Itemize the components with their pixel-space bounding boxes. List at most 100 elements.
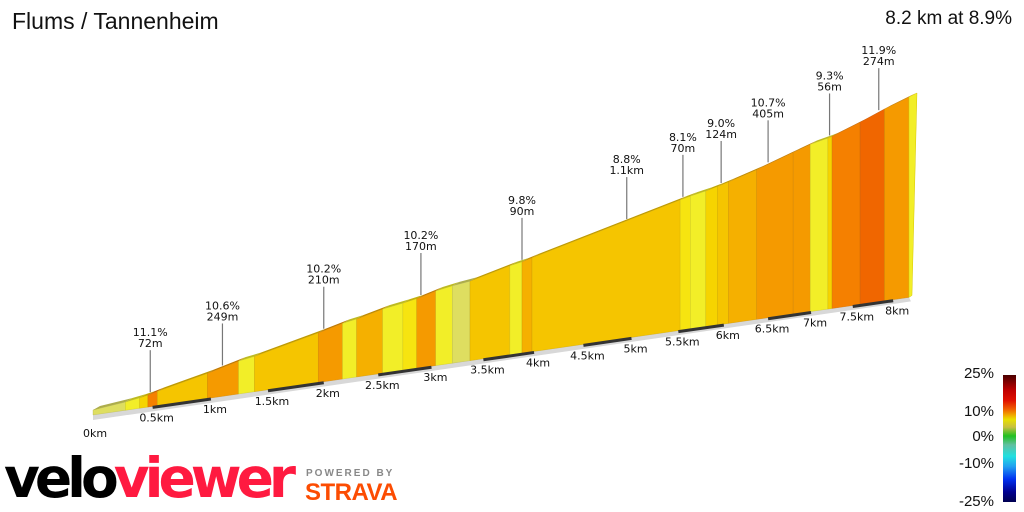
veloviewer-logo: veloviewer (4, 446, 296, 510)
gradient-segment (884, 96, 910, 302)
annotation-length: 124m (705, 128, 737, 141)
annotation-gradient: 8.1% (669, 131, 697, 144)
powered-by-label: POWERED BY (306, 468, 395, 479)
gradient-segment (717, 181, 729, 326)
page-title: Flums / Tannenheim (12, 8, 219, 34)
segment-top-surface (509, 257, 530, 266)
distance-tick-bar (483, 350, 535, 362)
segment-top-surface (832, 118, 868, 137)
annotation-length: 274m (863, 55, 895, 68)
x-tick-label: 0km (83, 427, 107, 440)
annotation-gradient: 10.6% (205, 299, 240, 312)
annotation-length: 56m (817, 80, 842, 93)
annotation-gradient: 11.9% (861, 44, 896, 57)
annotation-gradient: 9.3% (816, 69, 844, 82)
segment-top-surface (157, 369, 215, 392)
x-tick-label: 4.5km (570, 349, 605, 362)
gradient-segment (705, 186, 718, 327)
segment-top-surface (705, 182, 725, 191)
segment-top-surface (318, 319, 350, 333)
logo-velo: velo (4, 446, 119, 510)
annotation-length: 210m (308, 274, 340, 287)
segment-top-surface (756, 148, 801, 170)
gradient-segment (469, 265, 511, 361)
climb-summary: 8.2 km at 8.9% (885, 8, 1012, 29)
gradient-segment (402, 298, 417, 371)
segment-top-surface (342, 315, 364, 324)
segment-top-surface (93, 398, 133, 410)
gradient-segment (254, 332, 319, 392)
legend-label: 0% (972, 428, 994, 445)
distance-tick-bar (152, 397, 212, 409)
annotation-gradient: 8.8% (613, 153, 641, 166)
legend-label: 10% (963, 403, 994, 420)
gradient-segment (382, 302, 404, 374)
annotation-gradient: 10.7% (751, 96, 786, 109)
gradient-segment (859, 108, 885, 305)
gradient-segment (690, 190, 706, 330)
segment-top-surface (470, 261, 517, 282)
segment-top-surface (139, 391, 155, 398)
x-tick-label: 2.5km (365, 379, 400, 392)
gradient-segment (509, 261, 523, 356)
segment-top-surface (356, 305, 390, 320)
segment-top-surface (810, 134, 835, 145)
x-tick-label: 2km (316, 387, 340, 400)
segment-top-surface (532, 195, 688, 258)
distance-tick-bar (583, 336, 632, 347)
distance-tick-bar (267, 381, 324, 393)
annotation-gradient: 9.8% (508, 194, 536, 207)
x-tick-label: 6.5km (755, 323, 790, 336)
gradient-segment (831, 122, 861, 309)
gradient-segment (756, 152, 794, 320)
gradient-segment (810, 137, 829, 312)
segment-top-surface (860, 105, 892, 123)
segment-top-surface (416, 287, 443, 299)
annotation-length: 249m (207, 310, 239, 323)
segment-top-surface (728, 165, 764, 182)
annotation-length: 170m (405, 240, 437, 253)
segment-top-surface (680, 192, 698, 200)
gradient-segment (680, 195, 691, 331)
segment-top-surface (435, 281, 460, 292)
segment-top-surface (125, 393, 147, 403)
annotation-length: 72m (138, 337, 163, 350)
gradient-segment (356, 308, 383, 378)
annotation-length: 1.1km (609, 164, 644, 177)
distance-tick-bar (767, 311, 812, 321)
gradient-segment (531, 199, 681, 352)
legend-label: -25% (958, 493, 994, 510)
segment-top-surface (147, 387, 165, 396)
gradient-segment (827, 136, 833, 310)
x-tick-label: 7km (803, 317, 827, 330)
segment-top-surface (382, 299, 410, 310)
gradient-segment (728, 169, 757, 324)
legend-label: -10% (958, 455, 994, 472)
annotation-gradient: 11.1% (133, 326, 168, 339)
gradient-segment (342, 318, 357, 380)
gradient-segment (793, 144, 811, 315)
x-tick-label: 5km (623, 342, 647, 355)
x-tick-label: 5.5km (665, 336, 700, 349)
segment-top-surface (238, 352, 262, 362)
logo-viewer: viewer (113, 446, 296, 510)
distance-tick-bar (378, 365, 432, 377)
distance-tick-bar (678, 323, 725, 334)
x-tick-label: 0.5km (139, 411, 174, 424)
segment-top-surface (793, 140, 818, 153)
profile-end-face (908, 92, 918, 298)
strava-logo: STRAVA (305, 479, 398, 506)
x-tick-label: 7.5km (839, 311, 874, 324)
x-tick-label: 8km (885, 305, 909, 318)
segment-top-surface (254, 328, 326, 357)
x-tick-label: 1.5km (255, 395, 290, 408)
gradient-segment (416, 290, 436, 369)
gradient-segment (452, 281, 471, 364)
x-tick-label: 4km (526, 356, 550, 369)
legend-label: 25% (963, 365, 994, 382)
x-tick-label: 6km (716, 329, 740, 342)
x-tick-label: 3km (423, 371, 447, 384)
segment-top-surface (690, 186, 713, 197)
segment-top-surface (207, 357, 246, 374)
